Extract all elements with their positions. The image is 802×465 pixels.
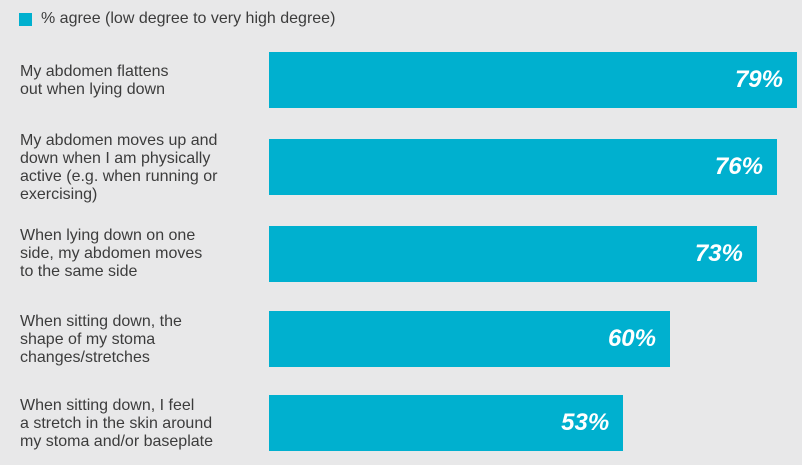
- bar: 76%: [269, 139, 777, 195]
- category-label: My abdomen flattens out when lying down: [20, 63, 169, 98]
- category-label: My abdomen moves up and down when I am p…: [20, 132, 218, 203]
- legend-label: % agree (low degree to very high degree): [41, 10, 336, 27]
- bar-value-label: 79%: [734, 66, 783, 93]
- legend-swatch: [19, 12, 32, 26]
- bar: 60%: [269, 311, 670, 367]
- category-label: When sitting down, I feel a stretch in t…: [20, 397, 213, 450]
- bar: 73%: [269, 226, 757, 282]
- bar-value-label: 53%: [561, 409, 610, 436]
- bar: 53%: [269, 395, 624, 451]
- bar-value-label: 76%: [714, 153, 763, 180]
- bar-value-label: 60%: [607, 325, 656, 352]
- bar-value-label: 73%: [694, 240, 743, 267]
- category-label: When lying down on one side, my abdomen …: [20, 227, 203, 280]
- bar: 79%: [269, 52, 797, 108]
- legend: % agree (low degree to very high degree): [19, 10, 335, 28]
- category-label: When sitting down, the shape of my stoma…: [20, 313, 182, 366]
